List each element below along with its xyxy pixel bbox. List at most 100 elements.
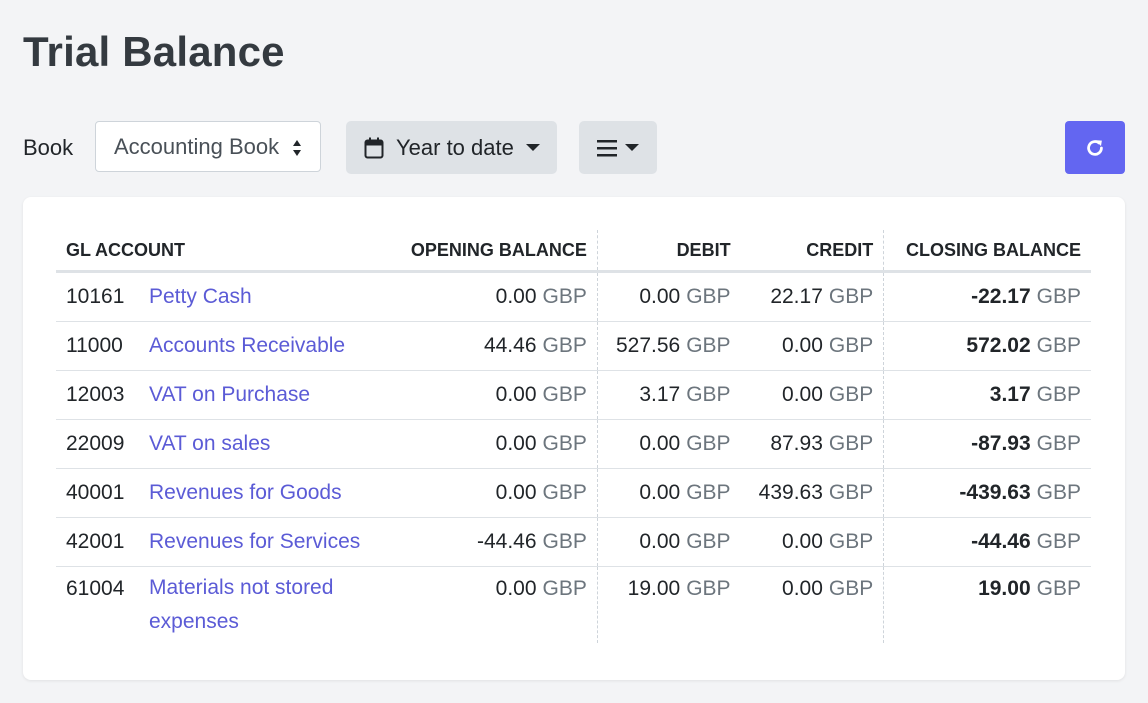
trial-balance-table: GL ACCOUNT OPENING BALANCE DEBIT CREDIT … — [56, 230, 1091, 643]
credit-value: 87.93 — [770, 432, 823, 455]
opening-cell: 0.00 GBP — [389, 419, 598, 469]
debit-cell: 0.00 GBP — [596, 517, 741, 567]
currency: GBP — [1036, 432, 1081, 455]
chevron-down-icon — [625, 144, 639, 151]
book-select-value: Accounting Book — [114, 133, 280, 159]
currency: GBP — [828, 481, 874, 504]
opening-value: 0.00 — [495, 285, 537, 308]
closing-value: -44.46 — [971, 530, 1031, 553]
opening-cell: -44.46 GBP — [389, 517, 598, 567]
debit-value: 527.56 — [615, 334, 681, 357]
table-row: 40001 Revenues for Goods 0.00 GBP 0.00 GBP … — [56, 468, 1091, 518]
refresh-icon — [1087, 139, 1103, 156]
account-link[interactable]: VAT on Purchase — [149, 383, 311, 406]
credit-value: 0.00 — [782, 334, 823, 357]
book-select[interactable]: Accounting Book — [95, 121, 321, 172]
credit-cell: 87.93 GBP — [740, 419, 884, 469]
opening-cell: 44.46 GBP — [389, 321, 598, 371]
currency: GBP — [1036, 481, 1081, 504]
closing-cell: 3.17 GBP — [883, 370, 1091, 420]
closing-cell: -44.46 GBP — [883, 517, 1091, 567]
debit-cell: 0.00 GBP — [596, 419, 741, 469]
account-code: 61004 — [66, 577, 125, 600]
opening-cell: 0.00 GBP — [389, 468, 598, 518]
currency: GBP — [828, 285, 874, 308]
closing-value: 19.00 — [978, 577, 1031, 600]
currency: GBP — [1036, 530, 1081, 553]
gl-account-cell: 12003 VAT on Purchase — [56, 370, 390, 420]
header-closing-balance: CLOSING BALANCE — [883, 230, 1091, 273]
period-dropdown-button[interactable]: Year to date — [346, 121, 557, 174]
opening-value: 0.00 — [495, 577, 537, 600]
currency: GBP — [828, 432, 874, 455]
account-code: 22009 — [66, 432, 125, 455]
credit-value: 0.00 — [782, 383, 823, 406]
currency: GBP — [828, 334, 874, 357]
opening-value: 0.00 — [495, 481, 537, 504]
credit-value: 439.63 — [758, 481, 823, 504]
account-link[interactable]: Revenues for Services — [149, 530, 361, 553]
currency: GBP — [542, 334, 587, 357]
credit-value: 22.17 — [770, 285, 823, 308]
closing-cell: -439.63 GBP — [883, 468, 1091, 518]
gl-account-cell: 61004 Materials not stored expenses — [56, 566, 390, 643]
credit-cell: 22.17 GBP — [741, 272, 884, 322]
account-link[interactable]: Materials not stored expenses — [149, 576, 334, 633]
currency: GBP — [542, 285, 587, 308]
currency: GBP — [686, 530, 731, 553]
closing-value: 572.02 — [966, 334, 1031, 357]
currency: GBP — [542, 383, 587, 406]
debit-value: 0.00 — [639, 432, 681, 455]
currency: GBP — [828, 577, 874, 600]
trial-balance-card: GL ACCOUNT OPENING BALANCE DEBIT CREDIT … — [23, 197, 1125, 680]
opening-cell: 0.00 GBP — [389, 370, 598, 420]
columns-menu-button[interactable] — [579, 121, 657, 174]
refresh-button[interactable] — [1065, 121, 1125, 174]
currency: GBP — [686, 481, 731, 504]
opening-value: 44.46 — [483, 334, 537, 357]
gl-account-cell: 42001 Revenues for Services — [56, 517, 390, 567]
account-link[interactable]: VAT on sales — [149, 432, 271, 455]
gl-account-cell: 40001 Revenues for Goods — [56, 468, 390, 518]
debit-value: 19.00 — [627, 577, 681, 600]
credit-value: 0.00 — [782, 577, 823, 600]
currency: GBP — [686, 285, 731, 308]
currency: GBP — [686, 383, 731, 406]
opening-cell: 0.00 GBP — [389, 272, 597, 322]
table-row: 11000 Accounts Receivable 44.46 GBP 527.56… — [56, 321, 1091, 371]
account-code: 11000 — [66, 334, 123, 357]
opening-value: 0.00 — [495, 432, 537, 455]
closing-cell: 572.02 GBP — [883, 321, 1091, 371]
credit-cell: 439.63 GBP — [740, 468, 884, 518]
currency: GBP — [542, 481, 587, 504]
currency: GBP — [542, 577, 587, 600]
currency: GBP — [1036, 577, 1081, 600]
credit-value: 0.00 — [782, 530, 823, 553]
calendar-icon — [364, 137, 384, 158]
opening-value: 0.00 — [495, 383, 537, 406]
currency: GBP — [828, 383, 874, 406]
book-label: Book — [23, 135, 74, 160]
debit-cell: 0.00 GBP — [596, 468, 741, 518]
account-link[interactable]: Petty Cash — [149, 285, 252, 308]
account-code: 40001 — [66, 481, 125, 504]
account-link[interactable]: Revenues for Goods — [149, 481, 342, 504]
gl-account-cell: 10161 Petty Cash — [56, 272, 389, 322]
opening-value: -44.46 — [476, 530, 537, 553]
table-row: 22009 VAT on sales 0.00 GBP 0.00 GBP 87.93 G… — [56, 419, 1091, 469]
currency: GBP — [542, 530, 587, 553]
account-link[interactable]: Accounts Receivable — [149, 334, 346, 357]
table-row: 10161 Petty Cash 0.00 GBP 0.00 GBP 22.17 GBP… — [56, 271, 1091, 322]
table-row: 42001 Revenues for Services -44.46 GBP 0.0… — [56, 517, 1091, 567]
debit-cell: 3.17 GBP — [596, 370, 741, 420]
table-row: 12003 VAT on Purchase 0.00 GBP 3.17 GBP 0.0… — [56, 370, 1091, 420]
currency: GBP — [1036, 285, 1081, 308]
debit-cell: 527.56 GBP — [596, 321, 741, 371]
credit-cell: 0.00 GBP — [740, 566, 884, 643]
debit-value: 3.17 — [639, 383, 681, 406]
page-title: Trial Balance — [23, 28, 285, 75]
debit-cell: 0.00 GBP — [596, 271, 741, 322]
credit-cell: 0.00 GBP — [740, 370, 884, 420]
currency: GBP — [542, 432, 587, 455]
